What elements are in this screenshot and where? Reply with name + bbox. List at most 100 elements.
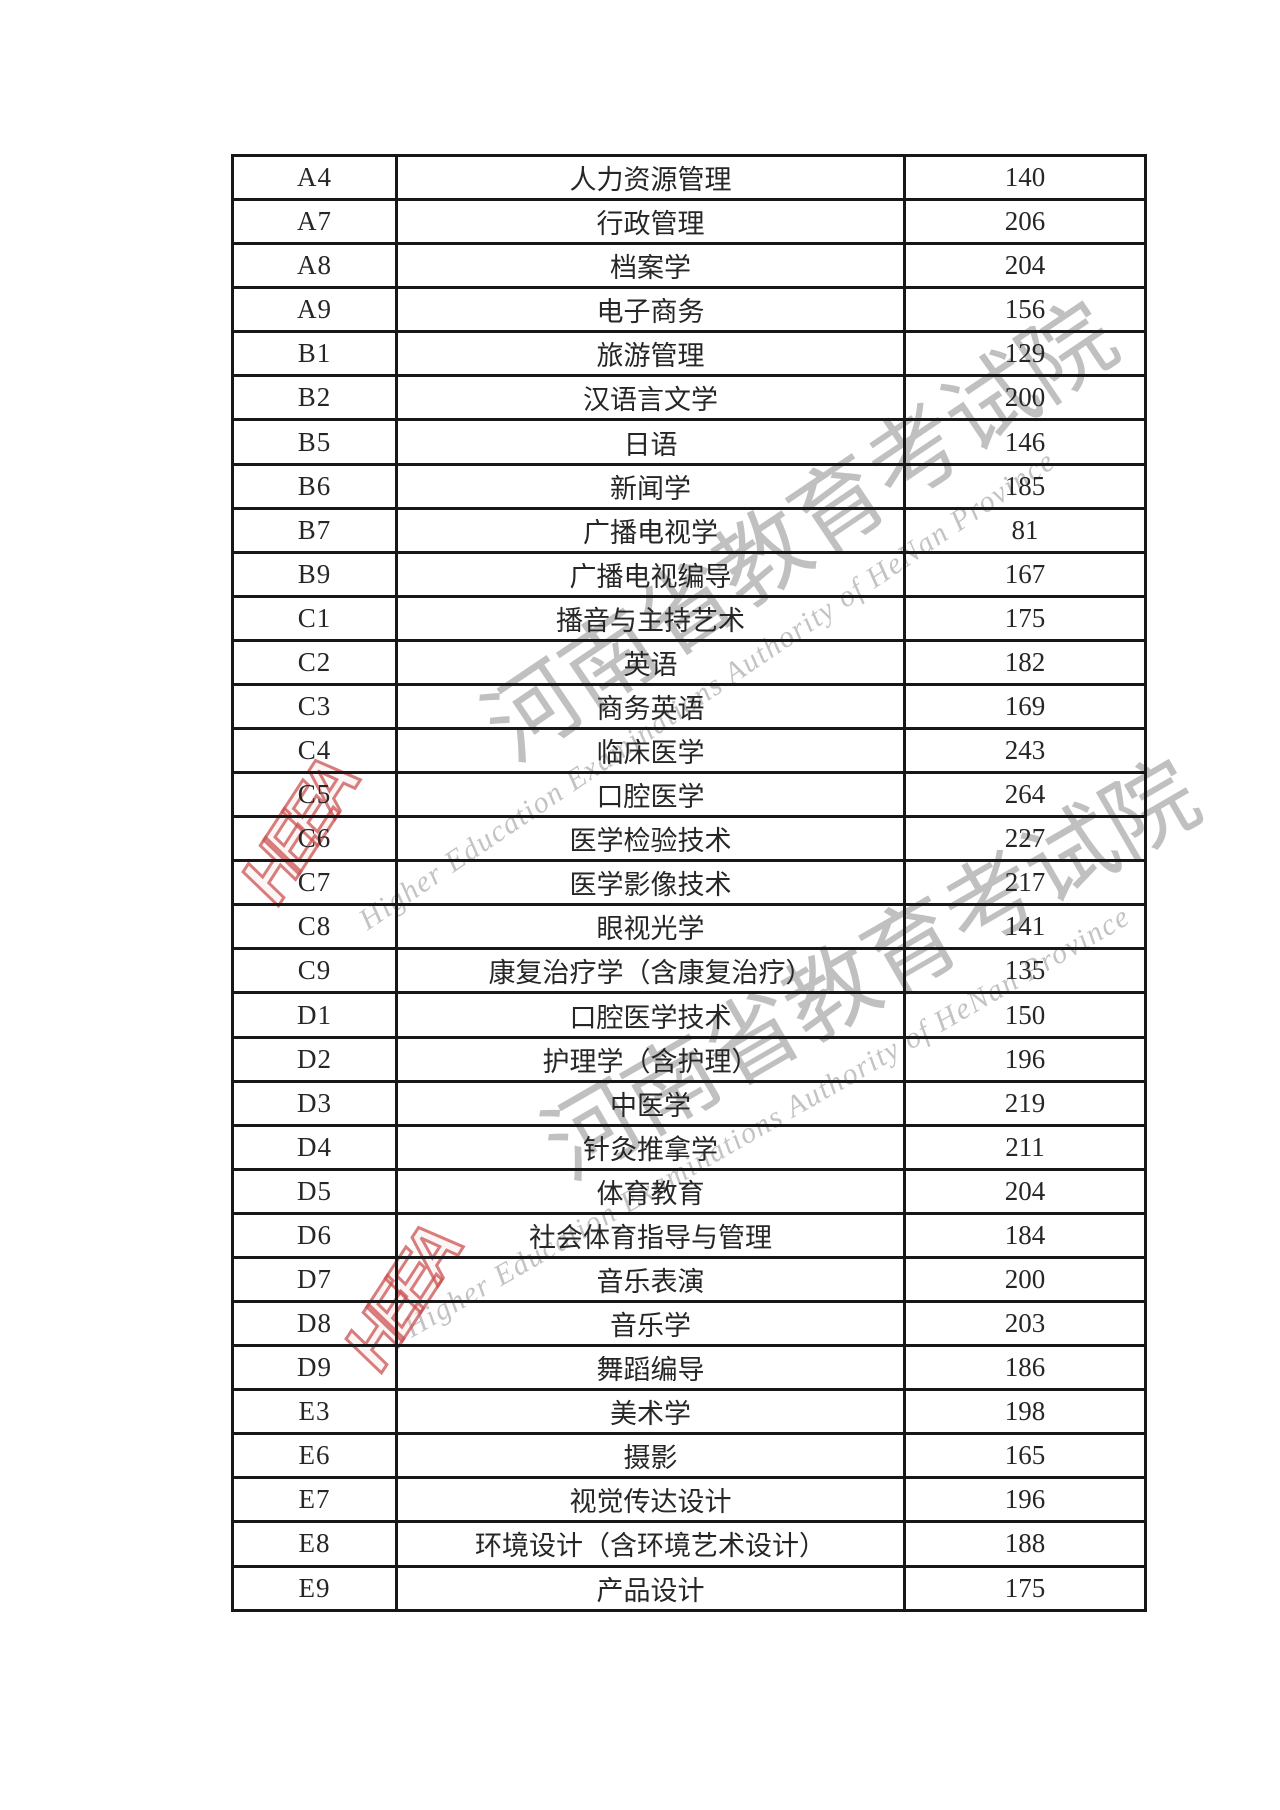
major-code-cell: C8 (231, 903, 398, 951)
major-code-cell: D4 (231, 1123, 398, 1171)
score-cell: 204 (903, 1167, 1147, 1215)
score-cell: 140 (903, 153, 1147, 202)
score-cell: 185 (903, 462, 1147, 510)
major-code-cell: A9 (231, 286, 398, 334)
table-row: E8 环境设计（含环境艺术设计） 188 (231, 1520, 1147, 1568)
score-cell: 196 (903, 1035, 1147, 1083)
table-row: A4 人力资源管理 140 (231, 153, 1147, 202)
score-cell: 182 (903, 638, 1147, 686)
major-name-cell: 美术学 (395, 1388, 906, 1436)
table-row: C5 口腔医学 264 (231, 771, 1147, 819)
major-name-cell: 广播电视编导 (395, 550, 906, 598)
major-code-cell: D7 (231, 1255, 398, 1304)
score-cell: 196 (903, 1476, 1147, 1524)
table-row: C1 播音与主持艺术 175 (231, 594, 1147, 642)
major-code-cell: B2 (231, 374, 398, 422)
table-row: E6 摄影 165 (231, 1432, 1147, 1480)
table-row: D7 音乐表演 200 (231, 1255, 1147, 1304)
major-code-cell: C6 (231, 815, 398, 863)
score-cell: 175 (903, 594, 1147, 642)
table-row: D4 针灸推拿学 211 (231, 1123, 1147, 1171)
major-name-cell: 音乐表演 (395, 1255, 906, 1304)
major-name-cell: 摄影 (395, 1432, 906, 1480)
major-code-cell: A4 (231, 153, 398, 202)
score-cell: 156 (903, 286, 1147, 334)
score-cell: 167 (903, 550, 1147, 598)
score-cell: 200 (903, 374, 1147, 422)
major-name-cell: 眼视光学 (395, 903, 906, 951)
major-name-cell: 广播电视学 (395, 506, 906, 554)
major-code-cell: C7 (231, 859, 398, 907)
major-name-cell: 日语 (395, 418, 906, 466)
table-row: B5 日语 146 (231, 418, 1147, 466)
table-row: D1 口腔医学技术 150 (231, 991, 1147, 1039)
major-name-cell: 针灸推拿学 (395, 1123, 906, 1171)
score-cell: 200 (903, 1255, 1147, 1304)
score-cell: 211 (903, 1123, 1147, 1171)
score-cell: 203 (903, 1300, 1147, 1348)
score-cell: 219 (903, 1079, 1147, 1127)
major-code-cell: E3 (231, 1388, 398, 1436)
major-name-cell: 汉语言文学 (395, 374, 906, 422)
table-row: B2 汉语言文学 200 (231, 374, 1147, 422)
table-row: E9 产品设计 175 (231, 1564, 1147, 1612)
major-name-cell: 英语 (395, 638, 906, 686)
major-code-cell: C2 (231, 638, 398, 686)
major-code-cell: B9 (231, 550, 398, 598)
major-code-cell: E8 (231, 1520, 398, 1568)
major-name-cell: 临床医学 (395, 727, 906, 775)
score-cell: 165 (903, 1432, 1147, 1480)
major-name-cell: 社会体育指导与管理 (395, 1211, 906, 1259)
major-code-cell: D1 (231, 991, 398, 1039)
table-row: D8 音乐学 203 (231, 1300, 1147, 1348)
major-name-cell: 播音与主持艺术 (395, 594, 906, 642)
score-cell: 227 (903, 815, 1147, 863)
table-row: C3 商务英语 169 (231, 682, 1147, 731)
score-cell: 204 (903, 242, 1147, 290)
major-code-cell: C9 (231, 947, 398, 995)
score-table-body: A4 人力资源管理 140 A7 行政管理 206 A8 档案学 204 A9 … (231, 153, 1147, 1612)
table-row: B1 旅游管理 129 (231, 330, 1147, 378)
table-row: C4 临床医学 243 (231, 727, 1147, 775)
table-row: D3 中医学 219 (231, 1079, 1147, 1127)
score-cell: 141 (903, 903, 1147, 951)
score-cell: 129 (903, 330, 1147, 378)
table-row: D5 体育教育 204 (231, 1167, 1147, 1215)
score-cell: 264 (903, 771, 1147, 819)
major-code-cell: D9 (231, 1344, 398, 1392)
table-row: A9 电子商务 156 (231, 286, 1147, 334)
major-name-cell: 新闻学 (395, 462, 906, 510)
major-code-cell: E7 (231, 1476, 398, 1524)
major-name-cell: 视觉传达设计 (395, 1476, 906, 1524)
major-code-cell: C1 (231, 594, 398, 642)
score-cell: 184 (903, 1211, 1147, 1259)
major-code-cell: C4 (231, 727, 398, 775)
score-cell: 243 (903, 727, 1147, 775)
score-cell: 81 (903, 506, 1147, 554)
major-code-cell: A8 (231, 242, 398, 290)
score-cell: 188 (903, 1520, 1147, 1568)
major-name-cell: 人力资源管理 (395, 153, 906, 202)
major-code-cell: C5 (231, 771, 398, 819)
major-name-cell: 旅游管理 (395, 330, 906, 378)
major-name-cell: 舞蹈编导 (395, 1344, 906, 1392)
major-code-cell: D3 (231, 1079, 398, 1127)
major-name-cell: 体育教育 (395, 1167, 906, 1215)
major-name-cell: 音乐学 (395, 1300, 906, 1348)
major-code-cell: D8 (231, 1300, 398, 1348)
score-cell: 206 (903, 198, 1147, 246)
major-code-cell: E9 (231, 1564, 398, 1612)
major-code-cell: B7 (231, 506, 398, 554)
table-row: C8 眼视光学 141 (231, 903, 1147, 951)
major-name-cell: 医学影像技术 (395, 859, 906, 907)
table-row: B6 新闻学 185 (231, 462, 1147, 510)
score-cell: 146 (903, 418, 1147, 466)
major-name-cell: 口腔医学 (395, 771, 906, 819)
major-name-cell: 商务英语 (395, 682, 906, 731)
major-name-cell: 环境设计（含环境艺术设计） (395, 1520, 906, 1568)
score-cell: 198 (903, 1388, 1147, 1436)
score-cell: 217 (903, 859, 1147, 907)
major-name-cell: 档案学 (395, 242, 906, 290)
major-code-cell: C3 (231, 682, 398, 731)
